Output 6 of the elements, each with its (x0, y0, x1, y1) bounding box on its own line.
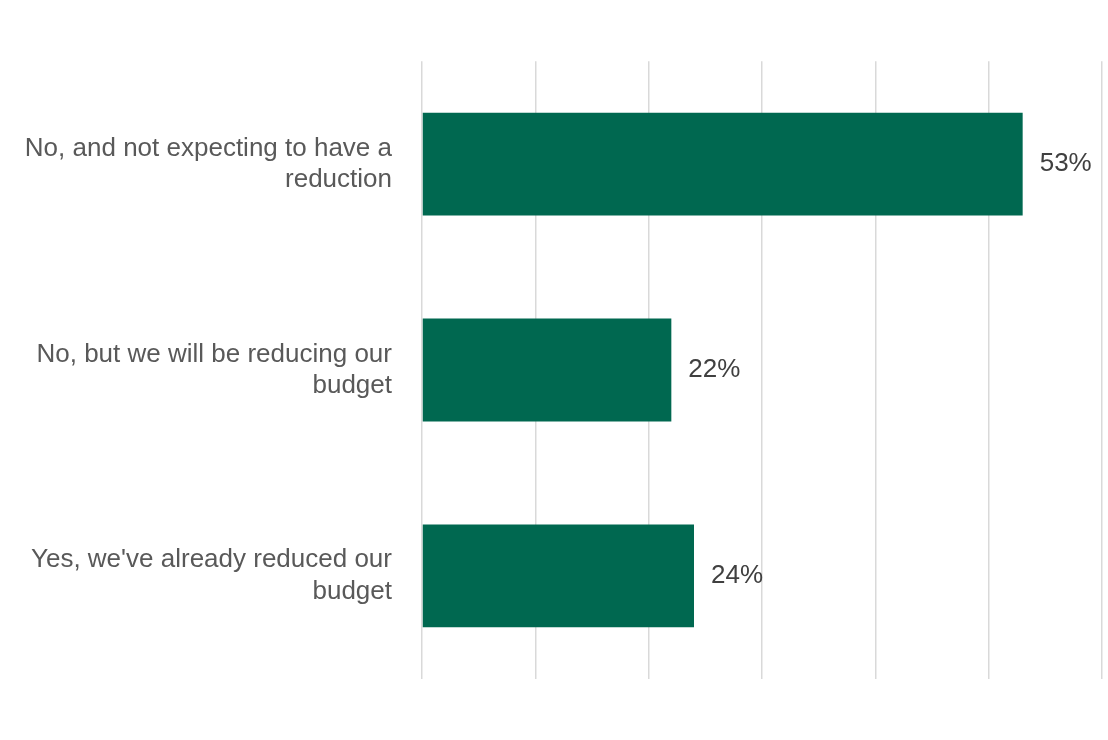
y-tick-label: Yes, we've already reduced our budget (30, 543, 393, 605)
data-label: 53% (1039, 147, 1092, 178)
y-tick-label: No, but we will be reducing our budget (36, 337, 393, 399)
y-tick-label: No, and not expecting to have a reduction (24, 131, 393, 193)
data-label: 24% (711, 559, 764, 590)
data-label: 22% (688, 353, 741, 384)
